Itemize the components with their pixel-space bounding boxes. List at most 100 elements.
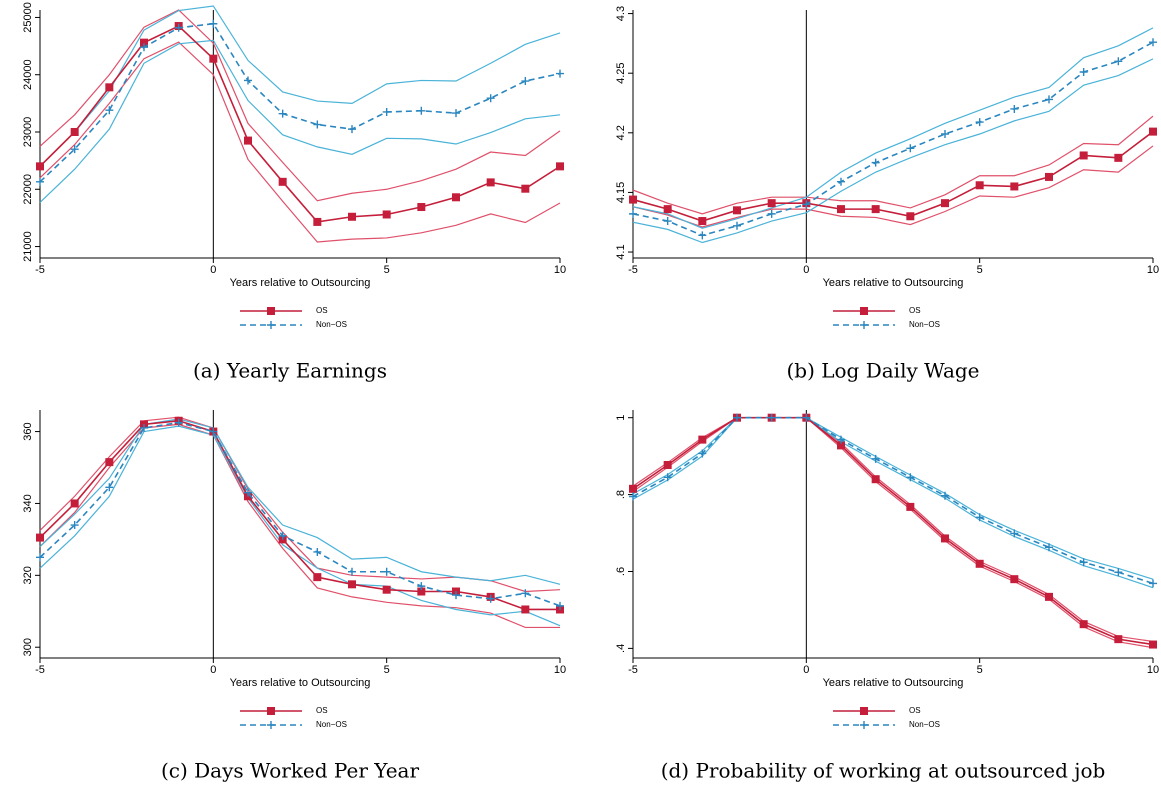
marker [1045, 172, 1053, 181]
panel: 300 320 340 360 -5 0 5 10 Years relative to Outs… [22, 410, 566, 783]
marker [871, 205, 880, 214]
marker [244, 76, 252, 85]
marker [1149, 579, 1157, 588]
x-tick-label: -5 [35, 664, 45, 676]
marker [802, 200, 811, 209]
marker [521, 77, 530, 86]
ci-line [39, 423, 560, 629]
marker [521, 605, 530, 614]
x-tick-label: 0 [803, 664, 809, 676]
legend-label: OS [316, 706, 328, 715]
x-axis-label: Years relative to Outsourcing [823, 277, 964, 289]
marker [629, 195, 637, 204]
marker [906, 212, 915, 221]
y-tick-label: .6 [615, 567, 627, 576]
ci-line [39, 39, 561, 203]
ci-line [39, 418, 561, 585]
caption: (a) Yearly Earnings [193, 359, 387, 383]
marker [348, 212, 356, 221]
marker [313, 120, 322, 129]
marker [70, 499, 79, 508]
marker [556, 69, 564, 78]
ci-line [632, 417, 1154, 643]
x-tick-label: 5 [977, 264, 983, 276]
marker [871, 158, 880, 167]
legend-label: OS [909, 306, 921, 315]
x-axis-label: Years relative to Outsourcing [230, 277, 371, 289]
x-tick-label: 10 [554, 264, 566, 276]
marker [629, 492, 637, 501]
marker [1045, 543, 1053, 552]
marker [382, 567, 391, 576]
ci-line [632, 417, 1154, 589]
marker [452, 193, 460, 202]
marker [975, 559, 984, 568]
marker [733, 206, 741, 215]
y-tick-label: 1 [615, 415, 627, 421]
ci-line [632, 417, 1154, 649]
marker [278, 531, 287, 540]
x-tick-label: 10 [554, 664, 566, 676]
x-axis-label: Years relative to Outsourcing [230, 677, 371, 689]
marker [629, 484, 637, 493]
marker [105, 458, 114, 467]
marker [1045, 95, 1053, 104]
marker [486, 594, 495, 603]
marker [313, 573, 322, 582]
marker [105, 106, 114, 115]
marker [417, 106, 426, 115]
panel: 4.1 4.15 4.2 4.25 4.3 -5 0 5 10 Years relative to… [615, 6, 1159, 383]
caption: (c) Days Worked Per Year [161, 759, 419, 783]
y-tick-label: 4.2 [615, 125, 627, 140]
legend-label: OS [909, 706, 921, 715]
ci-line [39, 41, 561, 243]
y-tick-label: 25000 [22, 2, 34, 33]
marker [348, 125, 356, 134]
series-line [632, 416, 1154, 646]
y-tick-label: 4.1 [615, 244, 627, 259]
marker [871, 454, 880, 463]
ci-line [39, 425, 561, 627]
marker [906, 473, 915, 482]
marker [1045, 592, 1053, 601]
y-tick-label: 4.3 [615, 6, 627, 21]
marker [313, 547, 322, 556]
legend-marker [267, 307, 275, 315]
ci-line [39, 416, 561, 593]
marker [837, 435, 845, 444]
x-tick-label: 10 [1147, 264, 1159, 276]
legend-marker [860, 321, 868, 329]
x-tick-label: 0 [210, 264, 216, 276]
marker [733, 413, 741, 422]
marker [486, 178, 495, 187]
legend-label: Non−OS [316, 720, 347, 729]
marker [837, 177, 845, 186]
y-tick-label: 22000 [22, 174, 34, 205]
y-tick-label: 21000 [22, 231, 34, 262]
x-tick-label: 5 [384, 264, 390, 276]
y-tick-label: 4.25 [615, 62, 627, 83]
marker [382, 585, 391, 594]
series-line [39, 22, 561, 183]
marker [348, 580, 356, 589]
x-tick-label: 0 [210, 664, 216, 676]
marker [941, 491, 949, 500]
marker [382, 107, 391, 116]
marker [1114, 57, 1123, 66]
marker [209, 19, 218, 28]
marker [698, 217, 707, 226]
y-tick-label: .8 [615, 490, 627, 499]
marker [1149, 640, 1157, 649]
marker [36, 553, 44, 562]
marker [837, 205, 845, 214]
marker [105, 83, 114, 92]
x-axis-label: Years relative to Outsourcing [823, 677, 964, 689]
marker [140, 423, 148, 432]
marker [417, 582, 426, 591]
legend-marker [860, 721, 868, 729]
marker [36, 162, 44, 171]
marker [36, 533, 44, 542]
marker [663, 205, 672, 214]
marker [313, 217, 322, 226]
